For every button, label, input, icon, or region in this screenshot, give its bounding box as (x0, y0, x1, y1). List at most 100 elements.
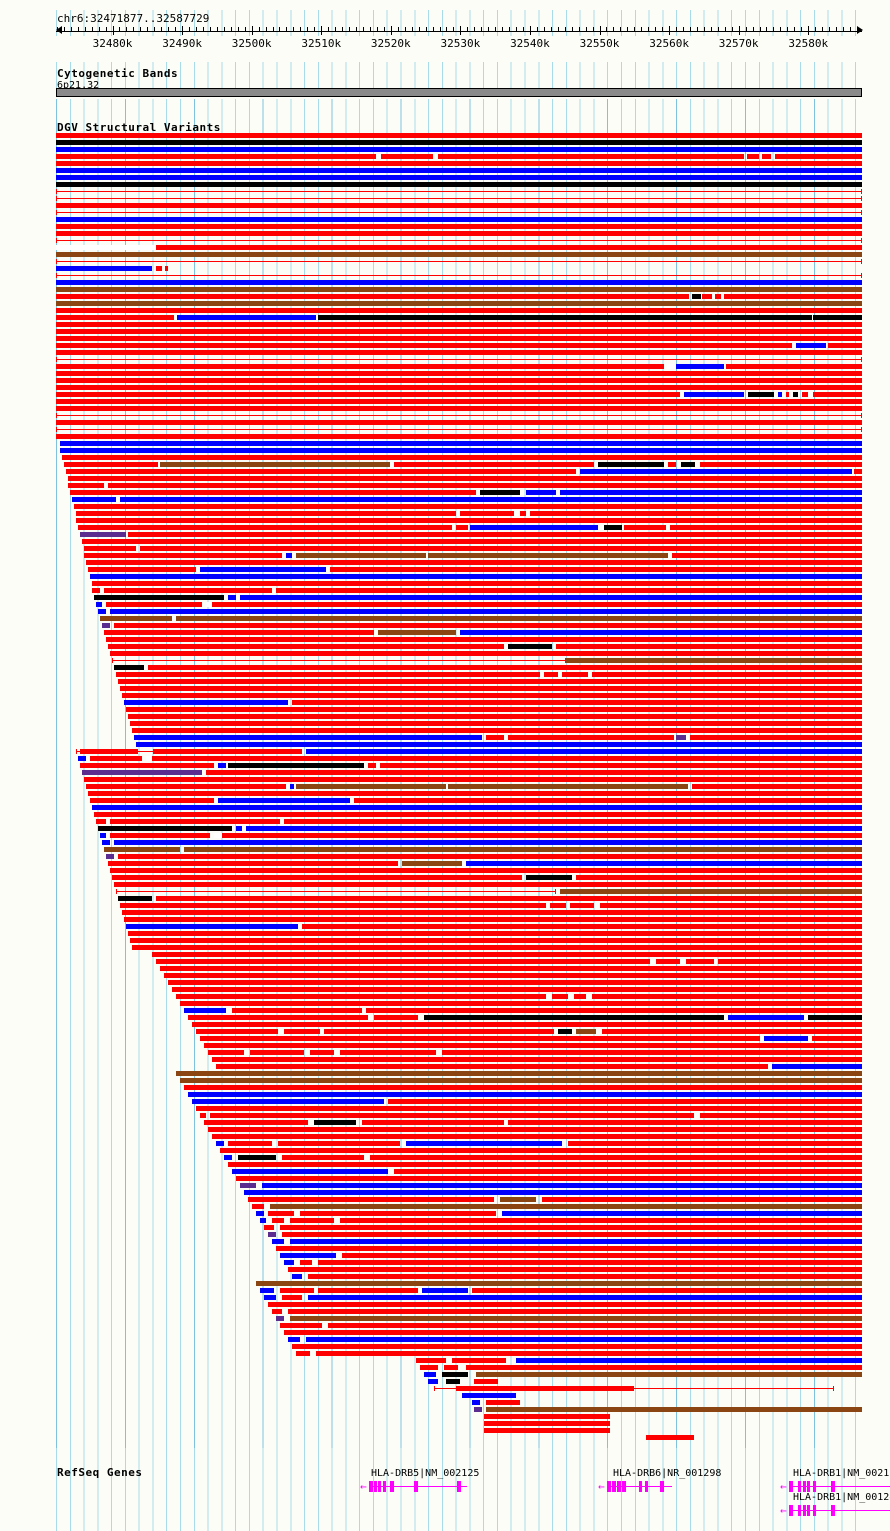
dgv-variant-segment[interactable] (260, 1288, 274, 1293)
dgv-variant-segment[interactable] (380, 763, 862, 768)
dgv-variant-segment[interactable] (813, 315, 862, 320)
dgv-variant-segment[interactable] (340, 1050, 436, 1055)
dgv-variant-segment[interactable] (56, 182, 862, 187)
dgv-variant-segment[interactable] (508, 735, 674, 740)
dgv-variant-segment[interactable] (218, 798, 350, 803)
dgv-variant-segment[interactable] (252, 1204, 264, 1209)
dgv-variant-segment[interactable] (177, 315, 316, 320)
gene-exon[interactable] (457, 1481, 461, 1492)
dgv-variant-segment[interactable] (520, 511, 526, 516)
dgv-variant-segment[interactable] (568, 1141, 862, 1146)
dgv-variant-segment[interactable] (60, 441, 862, 446)
dgv-variant-segment[interactable] (264, 1295, 276, 1300)
dgv-variant-segment[interactable] (424, 1372, 436, 1377)
dgv-variant-segment[interactable] (56, 266, 152, 271)
dgv-variant-segment[interactable] (124, 917, 862, 922)
dgv-variant-segment[interactable] (576, 1029, 596, 1034)
dgv-variant-segment[interactable] (602, 1029, 862, 1034)
dgv-variant-segment[interactable] (114, 882, 862, 887)
dgv-variant-segment[interactable] (466, 1365, 862, 1370)
dgv-variant-segment[interactable] (148, 665, 862, 670)
dgv-variant-segment[interactable] (90, 798, 214, 803)
dgv-variant-segment[interactable] (84, 553, 282, 558)
dgv-variant-segment[interactable] (324, 1029, 554, 1034)
dgv-variant-segment[interactable] (592, 672, 862, 677)
dgv-variant-segment[interactable] (208, 1050, 244, 1055)
dgv-variant-segment[interactable] (56, 392, 680, 397)
dgv-variant-segment[interactable] (56, 364, 664, 369)
dgv-variant-segment[interactable] (86, 784, 286, 789)
dgv-variant-segment[interactable] (90, 574, 862, 579)
dgv-variant-segment[interactable] (308, 1295, 862, 1300)
dgv-variant-segment[interactable] (416, 1358, 446, 1363)
dgv-variant-segment[interactable] (460, 630, 862, 635)
dgv-variant-segment[interactable] (132, 728, 862, 733)
dgv-variant-segment[interactable] (118, 854, 862, 859)
gene-exon[interactable] (639, 1481, 642, 1492)
dgv-variant-segment[interactable] (670, 525, 862, 530)
dgv-variant-segment[interactable] (56, 140, 862, 145)
dgv-variant-segment[interactable] (748, 392, 774, 397)
dgv-variant-segment[interactable] (775, 154, 862, 159)
dgv-variant-segment[interactable] (802, 392, 808, 397)
dgv-variant-segment[interactable] (208, 1127, 862, 1132)
dgv-variant-segment[interactable] (715, 294, 721, 299)
dgv-variant-segment[interactable] (747, 154, 759, 159)
dgv-variant-whisker[interactable] (434, 1388, 834, 1389)
dgv-variant-segment[interactable] (542, 1197, 862, 1202)
dgv-variant-segment[interactable] (156, 896, 862, 901)
dgv-variant-segment[interactable] (192, 1099, 384, 1104)
dgv-variant-segment[interactable] (306, 749, 862, 754)
gene-exon[interactable] (803, 1481, 806, 1492)
dgv-variant-segment[interactable] (140, 546, 862, 551)
dgv-variant-segment[interactable] (134, 735, 482, 740)
dgv-variant-whisker[interactable] (56, 275, 862, 276)
gene-exon[interactable] (798, 1481, 801, 1492)
dgv-variant-segment[interactable] (302, 924, 862, 929)
dgv-variant-segment[interactable] (56, 231, 862, 236)
dgv-variant-segment[interactable] (66, 469, 576, 474)
gene-exon[interactable] (831, 1481, 835, 1492)
dgv-variant-whisker[interactable] (56, 415, 862, 416)
dgv-variant-segment[interactable] (94, 812, 862, 817)
dgv-variant-segment[interactable] (681, 462, 695, 467)
dgv-variant-segment[interactable] (576, 875, 862, 880)
dgv-variant-segment[interactable] (592, 994, 862, 999)
dgv-variant-segment[interactable] (296, 1351, 310, 1356)
dgv-variant-segment[interactable] (422, 1288, 468, 1293)
dgv-variant-segment[interactable] (310, 1050, 334, 1055)
dgv-variant-segment[interactable] (544, 672, 558, 677)
dgv-variant-segment[interactable] (100, 833, 106, 838)
dgv-variant-segment[interactable] (778, 392, 782, 397)
dgv-variant-segment[interactable] (282, 1295, 302, 1300)
dgv-variant-segment[interactable] (76, 518, 862, 523)
dgv-variant-segment[interactable] (56, 315, 174, 320)
dgv-variant-segment[interactable] (676, 735, 686, 740)
dgv-variant-segment[interactable] (160, 966, 862, 971)
dgv-variant-segment[interactable] (262, 1183, 862, 1188)
dgv-variant-segment[interactable] (290, 1218, 334, 1223)
dgv-variant-segment[interactable] (530, 511, 862, 516)
dgv-variant-segment[interactable] (246, 826, 862, 831)
dgv-variant-segment[interactable] (270, 1204, 862, 1209)
dgv-variant-segment[interactable] (120, 497, 862, 502)
dgv-variant-segment[interactable] (250, 1050, 304, 1055)
dgv-variant-segment[interactable] (206, 770, 862, 775)
dgv-variant-segment[interactable] (672, 553, 862, 558)
dgv-variant-segment[interactable] (292, 1344, 862, 1349)
dgv-variant-segment[interactable] (94, 595, 224, 600)
dgv-variant-segment[interactable] (656, 959, 680, 964)
dgv-variant-segment[interactable] (580, 469, 852, 474)
dgv-variant-segment[interactable] (566, 658, 862, 663)
dgv-variant-segment[interactable] (562, 672, 588, 677)
dgv-variant-segment[interactable] (288, 1267, 862, 1272)
dgv-variant-segment[interactable] (192, 1022, 862, 1027)
dgv-variant-segment[interactable] (152, 952, 862, 957)
cytoband-bar[interactable] (56, 88, 862, 97)
dgv-variant-segment[interactable] (104, 588, 272, 593)
dgv-variant-segment[interactable] (256, 1211, 264, 1216)
dgv-variant-segment[interactable] (268, 1302, 862, 1307)
dgv-variant-segment[interactable] (232, 1169, 388, 1174)
dgv-variant-segment[interactable] (180, 1078, 862, 1083)
dgv-variant-segment[interactable] (452, 1358, 506, 1363)
